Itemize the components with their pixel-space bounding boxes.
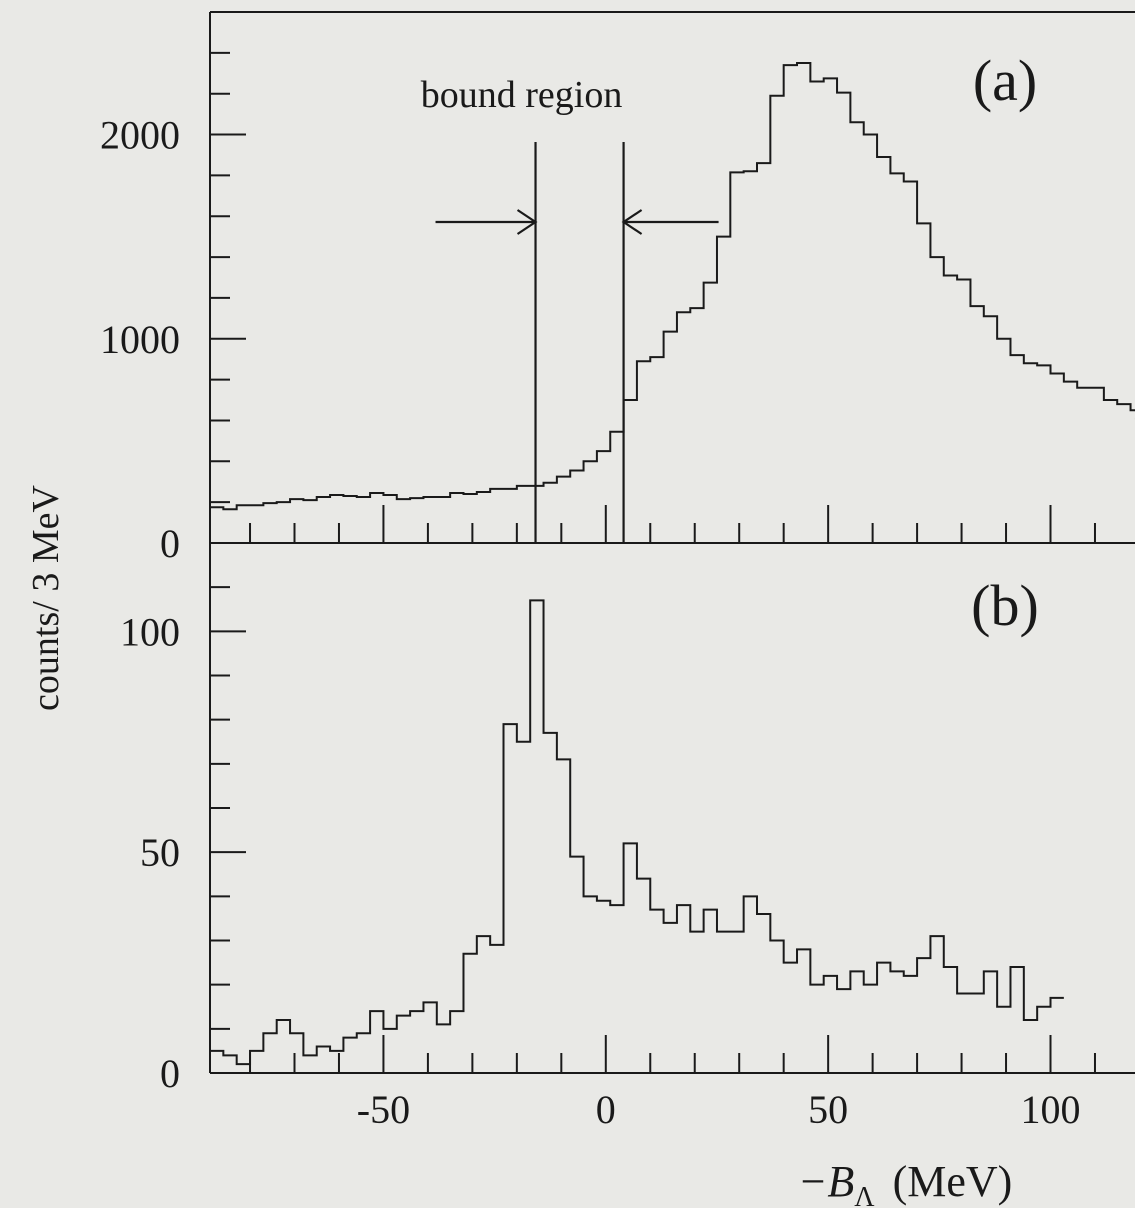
panel-b: 0 50 100 -50 0 50 100 (b) — [120, 542, 1135, 1132]
histogram-series — [210, 62, 1135, 511]
y-tick-label: 0 — [160, 1051, 180, 1096]
arrow-left-icon — [621, 209, 719, 235]
x-axis-label-subscript: Λ — [854, 1182, 875, 1208]
x-tick-label: 0 — [596, 1087, 616, 1132]
panel-a: 0 1000 2000 (a) bound region — [100, 11, 1135, 566]
panel-label: (b) — [971, 573, 1039, 638]
y-tick-label: 1000 — [100, 317, 180, 362]
x-tick-label: 50 — [808, 1087, 848, 1132]
y-tick-label: 50 — [140, 830, 180, 875]
bound-region-annotation: bound region — [421, 74, 623, 116]
y-tick-label: 2000 — [100, 113, 180, 158]
y-tick-label: 100 — [120, 609, 180, 654]
y-tick-label: 0 — [160, 521, 180, 566]
arrow-right-icon — [435, 209, 538, 235]
x-axis-label-symbol: −B — [798, 1157, 855, 1206]
histogram-series — [210, 599, 1064, 1066]
x-tick-label: -50 — [357, 1087, 410, 1132]
x-tick-label: 100 — [1021, 1087, 1081, 1132]
y-axis-label: counts/ 3 MeV — [25, 485, 67, 711]
x-axis-label-unit: (MeV) — [893, 1157, 1013, 1206]
panel-label: (a) — [973, 48, 1037, 113]
figure-labels: counts/ 3 MeV −BΛ (MeV) — [25, 485, 1012, 1208]
x-axis-label: −BΛ (MeV) — [798, 1157, 1013, 1208]
